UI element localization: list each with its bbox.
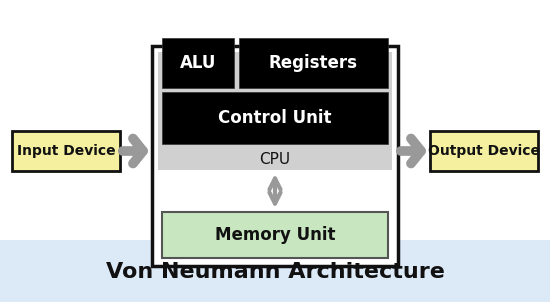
Bar (162, 212, 388, 258)
Bar (0, 240, 550, 302)
Bar (152, 46, 398, 266)
Bar (162, 38, 234, 88)
Text: Control Unit: Control Unit (218, 109, 332, 127)
Bar (239, 38, 388, 88)
Bar (12, 131, 120, 171)
Bar (158, 52, 392, 170)
Text: Memory Unit: Memory Unit (214, 226, 336, 244)
Text: Registers: Registers (269, 54, 358, 72)
Text: CPU: CPU (260, 153, 290, 168)
Text: Output Device: Output Device (428, 144, 540, 158)
Bar (162, 92, 388, 144)
Bar (430, 131, 538, 171)
Text: Input Device: Input Device (16, 144, 116, 158)
Text: Von Neumann Architecture: Von Neumann Architecture (106, 262, 444, 282)
Text: ALU: ALU (180, 54, 216, 72)
